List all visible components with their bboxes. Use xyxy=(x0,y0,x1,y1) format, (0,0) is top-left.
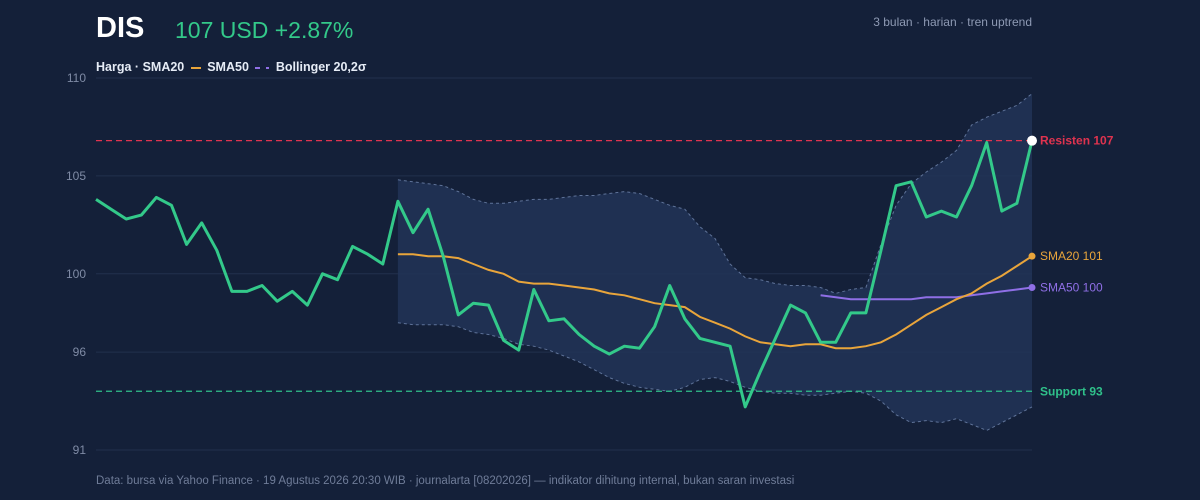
y-tick-label: 105 xyxy=(66,169,86,183)
y-tick-label: 96 xyxy=(73,345,87,359)
y-tick-label: 110 xyxy=(67,71,86,85)
legend-bollinger-label: Bollinger 20,2σ xyxy=(275,60,367,74)
sma20-line xyxy=(397,253,1033,350)
bollinger-band xyxy=(397,93,1033,431)
chart-meta: 3 bulan · harian · tren uptrend xyxy=(873,15,1032,29)
bollinger-lower xyxy=(397,322,1033,431)
chart-legend: Harga · SMA20 SMA50 Bollinger 20,2σ xyxy=(96,60,366,74)
footer-source: Data: bursa via Yahoo Finance · 19 Agust… xyxy=(96,475,795,487)
sma50-label: SMA50 100 xyxy=(1040,280,1103,294)
sma20-end-dot xyxy=(1028,252,1036,260)
price-change: 107 USD +2.87% xyxy=(175,17,354,43)
bollinger-upper xyxy=(397,93,1033,294)
y-axis-ticks: 110 105 100 96 91 xyxy=(66,71,86,457)
annotations: Resisten 107 Support 93 SMA20 101 SMA50 100 xyxy=(1027,134,1114,398)
resistance-label: Resisten 107 xyxy=(1040,134,1114,148)
bollinger-fill xyxy=(397,93,1032,431)
legend-sma50-swatch xyxy=(255,66,261,69)
legend-price-label: Harga · xyxy=(96,60,140,74)
sma50-end-dot xyxy=(1028,283,1036,291)
y-tick-label: 91 xyxy=(73,443,87,457)
price-line xyxy=(95,140,1034,409)
levels xyxy=(96,140,1032,392)
y-tick-label: 100 xyxy=(66,267,86,281)
legend-sma50-label: SMA50 xyxy=(207,60,249,74)
series-lines xyxy=(95,140,1034,409)
legend-sma20-label: SMA20 xyxy=(142,60,185,74)
legend-sma20-swatch xyxy=(190,66,201,69)
price-end-dot xyxy=(1027,135,1037,146)
ticker-symbol: DIS xyxy=(96,12,145,44)
sma20-label: SMA20 101 xyxy=(1040,249,1103,263)
sma50-line xyxy=(820,286,1033,301)
support-label: Support 93 xyxy=(1040,384,1103,398)
